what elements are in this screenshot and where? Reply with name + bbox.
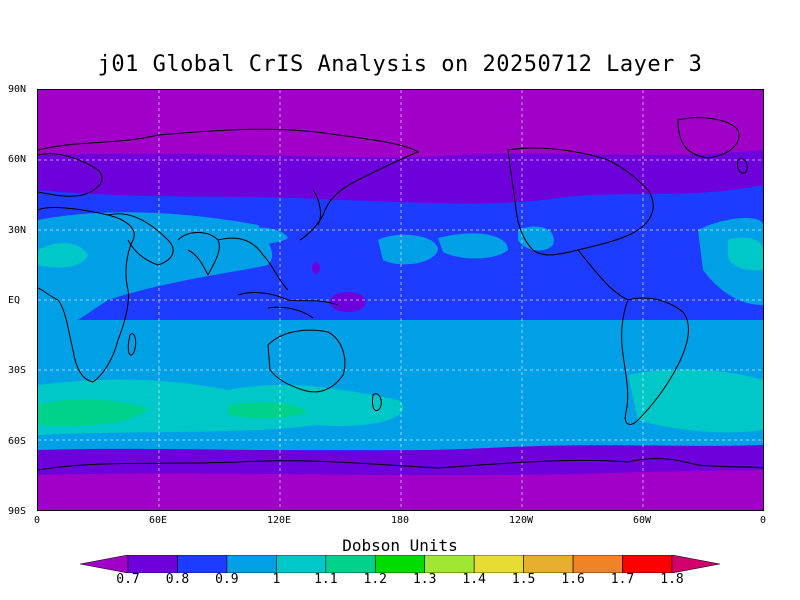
lon-label-0-east: 0	[759, 515, 767, 526]
colorbar-tick-label: 1.7	[610, 572, 635, 587]
colorbar-swatch	[226, 555, 277, 573]
colorbar-swatch	[80, 555, 129, 573]
colorbar-swatch	[671, 555, 720, 573]
lat-label-60n: 60N	[8, 154, 27, 165]
lat-label-30n: 30N	[8, 225, 27, 236]
field-green-south	[38, 399, 148, 426]
field-violet-patch	[330, 292, 366, 312]
coastlines	[38, 117, 763, 471]
field-teal-south	[38, 379, 404, 435]
colorbar-tick-label: 0.8	[165, 572, 190, 587]
colorbar-tick-label: 0.7	[116, 572, 140, 587]
colorbar-swatch	[473, 555, 524, 573]
colorbar-tick-label: 1.5	[511, 572, 536, 587]
map-title: j01 Global CrIS Analysis on 20250712 Lay…	[97, 52, 703, 77]
field-pacific-north-2	[438, 233, 508, 259]
colorbar-swatch	[622, 555, 673, 573]
colorbar-tick-label: 1	[272, 572, 281, 587]
lat-label-30s: 30S	[8, 365, 27, 376]
colorbar-swatch	[177, 555, 228, 573]
colorbar-swatch	[276, 555, 327, 573]
field-teal-atlantic	[728, 237, 763, 271]
field-pacific-north	[378, 234, 438, 265]
ozone-map	[37, 89, 764, 511]
colorbar-tick-label: 0.9	[215, 572, 239, 587]
lon-label-60w: 60W	[632, 515, 652, 526]
field-mexico	[518, 226, 554, 251]
lat-label-eq: EQ	[8, 295, 21, 306]
ozone-field	[38, 90, 763, 510]
colorbar-swatch	[424, 555, 475, 573]
colorbar-swatch	[374, 555, 426, 573]
field-pacific-west	[238, 227, 288, 244]
lat-label-90n: 90N	[8, 84, 27, 95]
colorbar-swatch	[127, 555, 178, 573]
colorbar-swatch	[572, 555, 623, 573]
colorbar	[80, 555, 720, 573]
colorbar-title: Dobson Units	[342, 536, 458, 555]
colorbar-tick-label: 1.3	[412, 572, 437, 587]
colorbar-tick-label: 1.4	[462, 572, 486, 587]
lat-label-60s: 60S	[8, 436, 27, 447]
field-teal-africa	[38, 243, 88, 268]
lon-label-180: 180	[390, 515, 410, 526]
field-teal-south-atlantic	[628, 369, 763, 433]
colorbar-tick-label: 1.1	[314, 572, 338, 587]
colorbar-swatch	[325, 555, 376, 573]
field-africa-asia	[38, 212, 273, 330]
field-violet-dot	[312, 262, 320, 274]
field-green-south-2	[228, 402, 308, 419]
colorbar-tick-label: 1.8	[660, 572, 684, 587]
lon-label-60e: 60E	[148, 515, 168, 526]
field-north-magenta	[38, 90, 763, 158]
colorbar-tick-label: 1.2	[363, 572, 387, 587]
colorbar-tick-label: 1.6	[561, 572, 585, 587]
lon-label-120w: 120W	[508, 515, 534, 526]
lon-label-0: 0	[33, 515, 41, 526]
colorbar-swatch	[523, 555, 574, 573]
lon-label-120e: 120E	[266, 515, 292, 526]
field-south-magenta	[38, 470, 763, 510]
lat-label-90s: 90S	[8, 506, 27, 517]
